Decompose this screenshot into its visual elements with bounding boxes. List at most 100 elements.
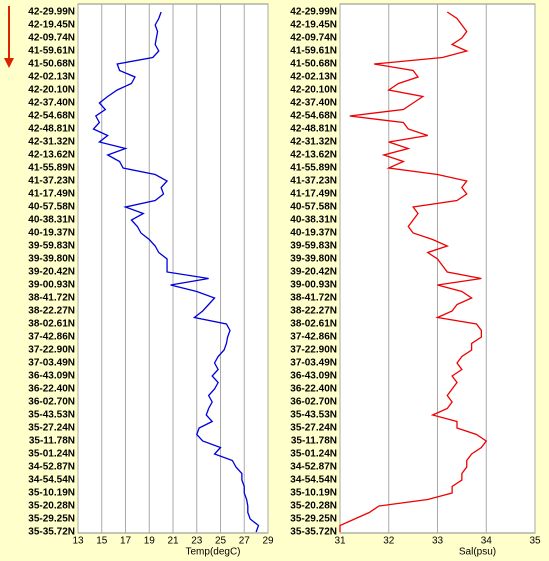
y-tick-label: 42-19.45N — [28, 20, 75, 31]
y-tick-label: 40-38.31N — [28, 215, 75, 226]
y-tick-label: 37-22.90N — [28, 345, 75, 356]
y-tick-label: 35-01.24N — [290, 449, 337, 460]
y-tick-label: 42-37.40N — [28, 98, 75, 109]
y-tick-label: 41-50.68N — [290, 59, 337, 70]
y-tick-label: 41-50.68N — [28, 59, 75, 70]
y-tick-label: 42-20.10N — [28, 85, 75, 96]
y-tick-label: 38-41.72N — [28, 293, 75, 304]
x-tick-label: 34 — [481, 536, 493, 547]
y-tick-label: 42-54.68N — [290, 111, 337, 122]
y-tick-label: 37-03.49N — [28, 358, 75, 369]
y-tick-label: 40-57.58N — [28, 202, 75, 213]
y-tick-label: 35-35.72N — [290, 527, 337, 538]
y-tick-label: 35-11.78N — [29, 436, 75, 447]
y-tick-label: 37-42.86N — [290, 332, 337, 343]
x-tick-label: 23 — [191, 536, 203, 547]
x-tick-label: 35 — [529, 536, 541, 547]
x-tick-label: 19 — [144, 536, 156, 547]
y-tick-label: 42-48.81N — [28, 124, 75, 135]
y-tick-label: 37-22.90N — [290, 345, 337, 356]
y-tick-label: 35-29.25N — [290, 514, 337, 525]
y-tick-label: 35-20.28N — [28, 501, 75, 512]
y-tick-label: 42-13.62N — [290, 150, 337, 161]
y-tick-label: 41-17.49N — [28, 189, 75, 200]
x-axis-label: Sal(psu) — [459, 547, 496, 558]
y-tick-label: 36-22.40N — [290, 384, 337, 395]
y-tick-label: 42-48.81N — [290, 124, 337, 135]
y-tick-label: 38-02.61N — [290, 319, 337, 330]
y-tick-label: 35-29.25N — [28, 514, 75, 525]
y-tick-label: 35-43.53N — [290, 410, 337, 421]
y-tick-label: 42-29.99N — [290, 7, 337, 18]
y-tick-label: 34-52.87N — [28, 462, 75, 473]
y-tick-label: 41-17.49N — [290, 189, 337, 200]
y-tick-label: 35-10.19N — [290, 488, 337, 499]
y-tick-label: 34-54.54N — [28, 475, 75, 486]
y-tick-label: 42-37.40N — [290, 98, 337, 109]
y-tick-label: 42-19.45N — [290, 20, 337, 31]
y-tick-label: 39-00.93N — [28, 280, 75, 291]
y-tick-label: 36-43.09N — [290, 371, 337, 382]
y-tick-label: 39-59.83N — [28, 241, 75, 252]
y-tick-label: 36-43.09N — [28, 371, 75, 382]
y-tick-label: 41-37.23N — [290, 176, 337, 187]
x-tick-label: 29 — [262, 536, 274, 547]
data-line — [339, 11, 488, 532]
y-tick-label: 39-39.80N — [28, 254, 75, 265]
y-tick-label: 41-59.61N — [28, 46, 75, 57]
y-tick-label: 42-31.32N — [28, 137, 75, 148]
y-tick-label: 39-39.80N — [290, 254, 337, 265]
x-tick-label: 17 — [120, 536, 132, 547]
y-tick-label: 35-27.24N — [290, 423, 337, 434]
y-tick-label: 35-43.53N — [28, 410, 75, 421]
y-tick-label: 38-41.72N — [290, 293, 337, 304]
y-tick-label: 39-20.42N — [290, 267, 337, 278]
y-tick-label: 35-27.24N — [28, 423, 75, 434]
y-tick-label: 42-02.13N — [28, 72, 75, 83]
y-tick-label: 35-10.19N — [28, 488, 75, 499]
y-tick-label: 36-02.70N — [28, 397, 75, 408]
x-tick-label: 27 — [239, 536, 251, 547]
y-tick-label: 37-03.49N — [290, 358, 337, 369]
y-tick-label: 42-31.32N — [290, 137, 337, 148]
x-axis-label: Temp(degC) — [185, 547, 240, 558]
y-tick-label: 41-55.89N — [28, 163, 75, 174]
y-tick-label: 42-09.74N — [28, 33, 75, 44]
data-line — [92, 11, 260, 533]
y-tick-label: 35-11.78N — [291, 436, 337, 447]
y-tick-label: 35-01.24N — [28, 449, 75, 460]
x-tick-label: 15 — [96, 536, 108, 547]
x-tick-label: 32 — [383, 536, 395, 547]
y-tick-label: 40-19.37N — [28, 228, 75, 239]
y-tick-label: 38-02.61N — [28, 319, 75, 330]
y-tick-label: 42-02.13N — [290, 72, 337, 83]
y-tick-label: 42-09.74N — [290, 33, 337, 44]
y-tick-label: 35-35.72N — [28, 527, 75, 538]
y-tick-label: 41-37.23N — [28, 176, 75, 187]
y-tick-label: 34-52.87N — [290, 462, 337, 473]
y-tick-label: 41-59.61N — [290, 46, 337, 57]
y-tick-label: 42-54.68N — [28, 111, 75, 122]
x-tick-label: 25 — [215, 536, 227, 547]
y-tick-label: 34-54.54N — [290, 475, 337, 486]
y-tick-label: 41-55.89N — [290, 163, 337, 174]
x-tick-label: 33 — [432, 536, 444, 547]
x-tick-label: 21 — [167, 536, 179, 547]
y-tick-label: 39-59.83N — [290, 241, 337, 252]
y-tick-label: 42-13.62N — [28, 150, 75, 161]
y-tick-label: 38-22.27N — [28, 306, 75, 317]
y-tick-label: 40-19.37N — [290, 228, 337, 239]
y-tick-label: 35-20.28N — [290, 501, 337, 512]
y-tick-label: 37-42.86N — [28, 332, 75, 343]
y-tick-label: 40-38.31N — [290, 215, 337, 226]
x-tick-label: 13 — [72, 536, 84, 547]
y-tick-label: 42-20.10N — [290, 85, 337, 96]
x-tick-label: 31 — [334, 536, 346, 547]
y-tick-label: 42-29.99N — [28, 7, 75, 18]
y-tick-label: 39-20.42N — [28, 267, 75, 278]
arrow-head — [4, 58, 14, 68]
y-tick-label: 36-22.40N — [28, 384, 75, 395]
y-tick-label: 38-22.27N — [290, 306, 337, 317]
y-tick-label: 40-57.58N — [290, 202, 337, 213]
